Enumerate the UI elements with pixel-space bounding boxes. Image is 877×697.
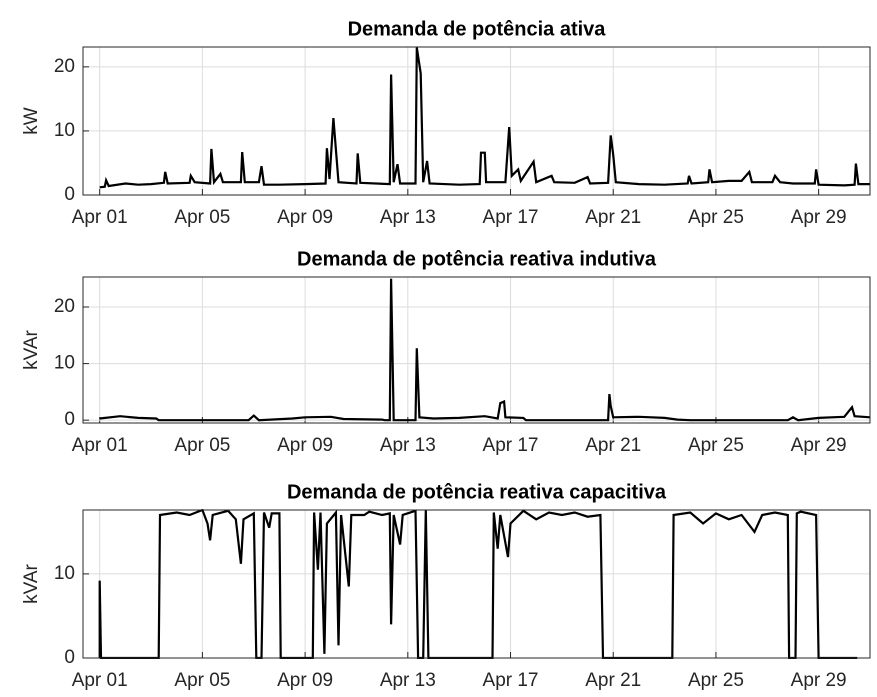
- x-tick-label: Apr 21: [585, 670, 641, 691]
- y-tick-label: 0: [64, 409, 75, 430]
- x-tick-label: Apr 09: [277, 435, 333, 456]
- plot-area: [83, 510, 870, 658]
- data-line: [98, 509, 858, 659]
- x-tick-label: Apr 29: [791, 207, 847, 228]
- y-tick-label: 10: [54, 120, 75, 141]
- chart-title: Demanda de potência reativa indutiva: [297, 248, 657, 270]
- x-tick-label: Apr 01: [72, 435, 128, 456]
- x-tick-label: Apr 25: [688, 435, 744, 456]
- y-tick-label: 20: [54, 296, 75, 317]
- axes-box: [82, 46, 871, 196]
- chart-title: Demanda de potência ativa: [348, 18, 607, 40]
- plot-area: [83, 47, 870, 195]
- x-tick-label: Apr 13: [380, 670, 436, 691]
- x-tick-label: Apr 17: [483, 670, 539, 691]
- x-tick-label: Apr 25: [688, 207, 744, 228]
- data-line: [99, 47, 870, 189]
- x-tick-label: Apr 17: [483, 435, 539, 456]
- x-tick-label: Apr 29: [791, 670, 847, 691]
- x-tick-label: Apr 09: [277, 207, 333, 228]
- y-axis-label: kVAr: [21, 563, 42, 603]
- y-tick-label: 0: [64, 184, 75, 205]
- data-line: [99, 278, 870, 422]
- x-tick-label: Apr 05: [174, 207, 230, 228]
- y-axis-label: kW: [21, 107, 42, 135]
- y-tick-label: 10: [54, 353, 75, 374]
- x-tick-label: Apr 05: [174, 435, 230, 456]
- axes-box: [82, 276, 871, 424]
- plot-area: [83, 277, 870, 423]
- x-tick-label: Apr 01: [72, 207, 128, 228]
- x-tick-label: Apr 25: [688, 670, 744, 691]
- x-tick-label: Apr 21: [585, 435, 641, 456]
- x-tick-label: Apr 09: [277, 670, 333, 691]
- y-tick-label: 0: [64, 647, 75, 668]
- y-tick-label: 20: [54, 56, 75, 77]
- x-tick-label: Apr 01: [72, 670, 128, 691]
- chart-title: Demanda de potência reativa capacitiva: [287, 481, 667, 503]
- axes-box: [82, 509, 871, 659]
- x-tick-label: Apr 21: [585, 207, 641, 228]
- x-tick-label: Apr 13: [380, 207, 436, 228]
- y-tick-label: 10: [54, 563, 75, 584]
- x-tick-label: Apr 13: [380, 435, 436, 456]
- x-tick-label: Apr 05: [174, 670, 230, 691]
- x-tick-label: Apr 17: [483, 207, 539, 228]
- x-tick-label: Apr 29: [791, 435, 847, 456]
- y-axis-label: kVAr: [21, 329, 42, 369]
